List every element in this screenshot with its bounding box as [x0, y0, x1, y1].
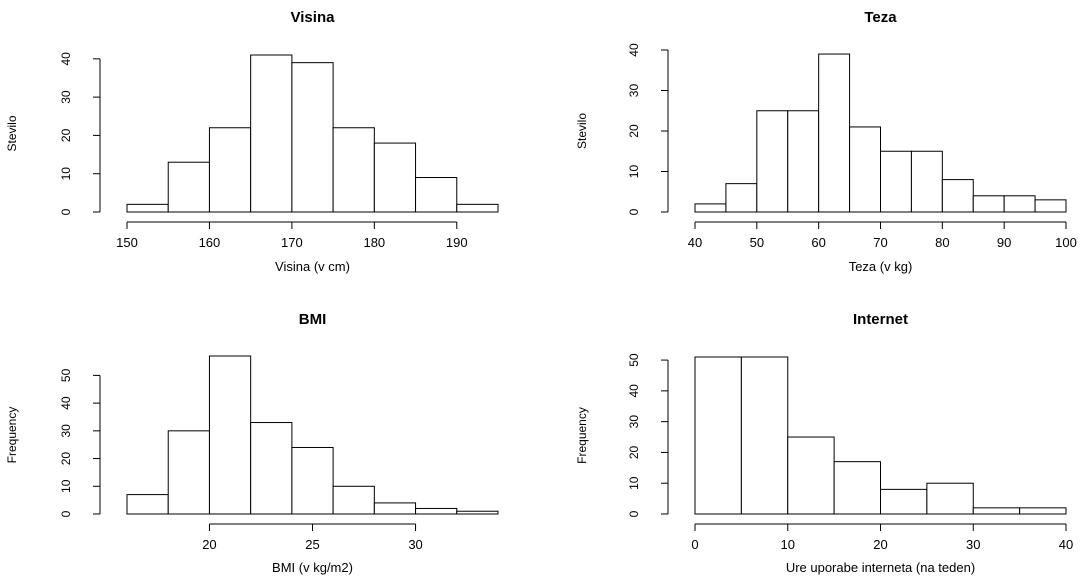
y-tick-label: 30	[59, 90, 73, 104]
y-axis-label: Frequency	[5, 407, 19, 464]
x-tick-label: 30	[408, 537, 422, 552]
chart-title: Internet	[853, 311, 908, 328]
y-tick-label: 0	[627, 510, 641, 517]
histogram-bar	[332, 127, 375, 213]
histogram-bar	[694, 356, 742, 515]
histogram-bar	[415, 177, 458, 213]
y-tick-label: 40	[627, 43, 641, 57]
chart-panel-internet: Internet 0 10 20 30 40 0 10 20 30 40 50 Ure uporabe …	[575, 311, 1073, 575]
chart-title: BMI	[299, 311, 327, 328]
y-tick-label: 20	[627, 445, 641, 459]
histogram-bar	[456, 203, 499, 213]
chart-panel-bmi: BMI 20 25 30 0 10 20 30 40 50 BMI (v kg/m2) Frequen…	[5, 311, 499, 575]
y-tick-label: 10	[627, 165, 641, 179]
x-axis-label: Teza (v kg)	[849, 259, 913, 274]
histogram-bar	[126, 494, 169, 515]
histogram-bar	[787, 436, 835, 515]
y-tick-label: 40	[59, 396, 73, 410]
histogram-bar	[415, 507, 458, 515]
x-tick-label: 70	[873, 235, 887, 250]
histogram-bar	[926, 482, 974, 515]
y-tick-label: 10	[627, 476, 641, 490]
histogram-bar	[725, 183, 758, 213]
x-tick-label: 190	[446, 235, 468, 250]
histogram-bar	[818, 53, 851, 213]
chart-panel-teza: Teza 40 50 60 70 80 90 100 0 10 20 30 40 Teza (v kg) S…	[575, 9, 1077, 274]
x-tick-label: 20	[202, 537, 216, 552]
x-tick-label: 0	[691, 537, 698, 552]
y-tick-label: 10	[59, 167, 73, 181]
x-tick-label: 50	[750, 235, 764, 250]
histogram-bar	[1003, 195, 1036, 213]
histogram-bar	[787, 110, 820, 213]
histogram-bar	[833, 461, 881, 515]
y-axis-label: Frequency	[575, 407, 589, 464]
histogram-bar	[941, 179, 974, 213]
y-tick-label: 20	[59, 128, 73, 142]
chart-title: Teza	[864, 9, 897, 26]
histogram-bar	[208, 355, 252, 515]
x-tick-label: 60	[811, 235, 825, 250]
y-tick-label: 40	[59, 52, 73, 66]
histogram-bar	[849, 126, 881, 213]
histogram-bar	[880, 488, 928, 515]
y-tick-label: 0	[59, 510, 73, 517]
x-tick-label: 150	[116, 235, 138, 250]
x-tick-label: 90	[997, 235, 1011, 250]
x-tick-label: 100	[1055, 235, 1077, 250]
y-tick-label: 20	[627, 124, 641, 138]
histogram-bar	[1034, 199, 1067, 213]
histogram-bar	[167, 161, 210, 213]
x-tick-label: 40	[688, 235, 702, 250]
histogram-bar	[456, 510, 499, 515]
x-tick-label: 180	[363, 235, 385, 250]
histogram-bar	[972, 195, 1005, 213]
x-tick-label: 20	[873, 537, 887, 552]
y-tick-label: 10	[59, 479, 73, 493]
histogram-bar	[332, 485, 375, 515]
histogram-bar	[373, 502, 417, 515]
y-tick-label: 50	[627, 353, 641, 367]
histogram-bar	[1019, 507, 1067, 515]
histogram-bar	[208, 127, 252, 213]
x-axis-label: BMI (v kg/m2)	[272, 560, 353, 575]
histogram-bar	[291, 62, 334, 213]
y-tick-label: 30	[59, 424, 73, 438]
histogram-bar	[910, 150, 943, 213]
chart-title: Visina	[291, 9, 336, 26]
y-tick-label: 30	[627, 415, 641, 429]
x-tick-label: 160	[199, 235, 221, 250]
histogram-bar	[880, 150, 912, 213]
x-tick-label: 25	[305, 537, 319, 552]
x-tick-label: 170	[281, 235, 303, 250]
histogram-bar	[291, 446, 334, 515]
histogram-bar	[167, 430, 210, 515]
histogram-bar	[972, 507, 1021, 515]
histogram-bar	[373, 142, 417, 213]
x-axis-label: Visina (v cm)	[275, 259, 350, 274]
histogram-bar	[694, 203, 727, 213]
histogram-bar	[126, 203, 169, 213]
chart-panel-visina: Visina 150 160 170 180 190 0 10 20 30 40 Visina (v …	[5, 9, 499, 274]
histogram-bar	[756, 110, 789, 213]
x-tick-label: 80	[935, 235, 949, 250]
y-tick-label: 50	[59, 368, 73, 382]
y-tick-label: 40	[627, 384, 641, 398]
y-tick-label: 0	[59, 208, 73, 215]
histogram-bar	[740, 356, 789, 515]
histogram-bar	[250, 54, 293, 213]
y-axis-label: Stevilo	[575, 113, 589, 149]
y-tick-label: 20	[59, 452, 73, 466]
x-tick-label: 10	[781, 537, 795, 552]
y-tick-label: 0	[627, 208, 641, 215]
x-tick-label: 30	[966, 537, 980, 552]
y-axis-label: Stevilo	[5, 115, 19, 151]
x-axis-label: Ure uporabe interneta (na teden)	[786, 560, 975, 575]
y-tick-label: 30	[627, 84, 641, 98]
histogram-bar	[250, 422, 293, 515]
x-tick-label: 40	[1059, 537, 1073, 552]
